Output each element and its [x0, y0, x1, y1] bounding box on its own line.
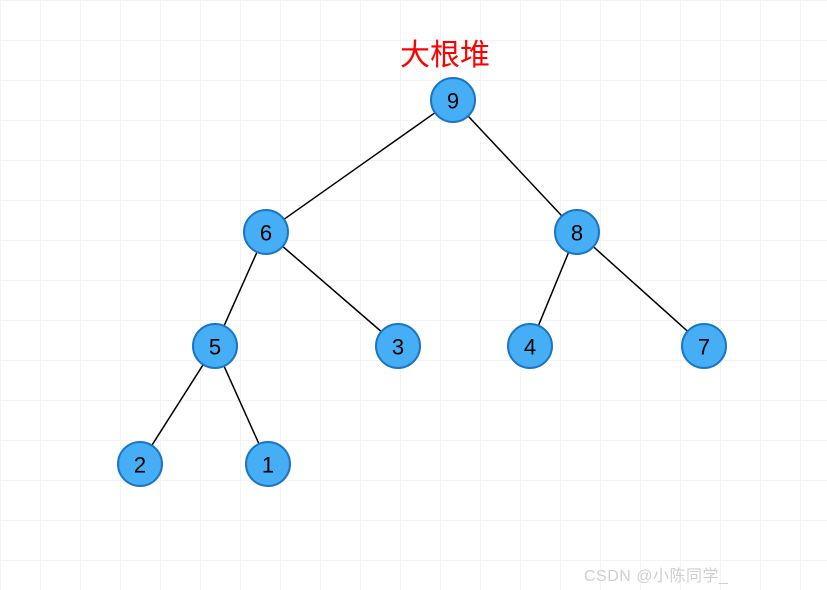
tree-edge [224, 366, 259, 444]
tree-node: 9 [431, 78, 475, 122]
edges-group [152, 113, 688, 446]
tree-node-label: 6 [260, 221, 272, 246]
tree-edge [468, 116, 562, 216]
tree-node: 1 [246, 442, 290, 486]
tree-node: 6 [244, 210, 288, 254]
tree-node-label: 1 [262, 453, 274, 478]
tree-node-label: 4 [524, 335, 536, 360]
tree-edge [284, 113, 435, 220]
tree-node: 8 [555, 210, 599, 254]
tree-node-label: 2 [134, 453, 146, 478]
tree-edge [152, 365, 203, 446]
tree-node: 4 [508, 324, 552, 368]
tree-node: 2 [118, 442, 162, 486]
tree-edge [538, 252, 568, 325]
tree-edge [283, 246, 382, 331]
tree-node: 3 [376, 324, 420, 368]
tree-node: 5 [193, 324, 237, 368]
tree-node-label: 8 [571, 221, 583, 246]
tree-node-label: 9 [447, 89, 459, 114]
tree-node: 7 [682, 324, 726, 368]
tree-node-label: 3 [392, 335, 404, 360]
heap-tree-svg: 9 6 8 5 3 4 7 2 1 [0, 0, 827, 590]
watermark: CSDN @小陈同学_ [584, 562, 728, 586]
tree-node-label: 5 [209, 335, 221, 360]
tree-edge [593, 247, 687, 332]
tree-edge [224, 252, 257, 326]
tree-node-label: 7 [698, 335, 710, 360]
nodes-group: 9 6 8 5 3 4 7 2 1 [118, 78, 726, 486]
